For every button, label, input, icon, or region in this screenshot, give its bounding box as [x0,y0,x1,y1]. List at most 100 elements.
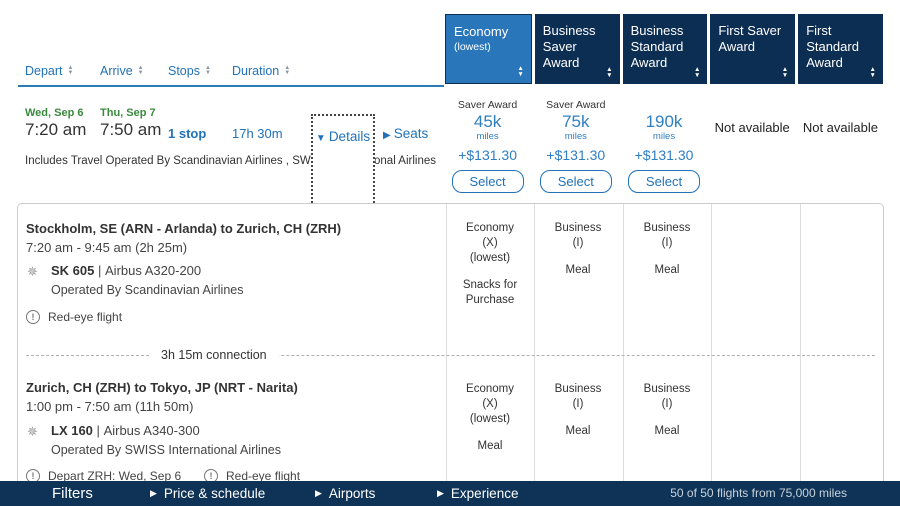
cabin-class: Business [554,222,602,234]
sort-icon[interactable]: ▲ ▼ [781,66,789,79]
cabin-amenity: Meal [654,264,680,276]
cabin-cell-business-standard: Business (I) Meal [623,382,711,439]
cabin-cell-economy: Economy (X) (lowest) Snacks for Purchase [446,221,534,308]
sort-column-label: Arrive [100,64,133,78]
cabin-class: Business [554,383,602,395]
pricing-row: Saver Award 45k miles +$131.30 Select Sa… [445,94,883,194]
warning-text: Red-eye flight [226,469,301,483]
miles-unit: miles [476,131,499,142]
filters-label[interactable]: Filters [52,485,93,502]
fare-header-label: Economy [454,24,509,39]
chevron-down-icon: ▼ [315,133,326,144]
flight-details-panel: Stockholm, SE (ARN - Arlanda) to Zurich,… [17,203,884,506]
sort-icon[interactable]: ▲ ▼ [606,66,613,79]
duration-value: 17h 30m [232,126,283,141]
sort-icon[interactable]: ▲ ▼ [517,65,524,78]
arrive-date: Thu, Sep 7 [100,107,156,119]
select-button[interactable]: Select [451,170,524,193]
fare-header-first-saver[interactable]: First Saver Award ▲ ▼ [710,14,796,84]
filter-experience[interactable]: ▶ Experience [437,481,518,506]
cabin-amenity: Snacks for Purchase [462,279,518,306]
sort-column-label: Stops [168,64,200,78]
cabin-class: Business [643,383,691,395]
price-cell-business-standard: 190k miles +$131.30 Select [621,94,706,194]
sort-column-duration[interactable]: Duration ▲ ▼ [232,64,290,78]
redeye-warning: ! Red-eye flight [204,469,300,483]
cabin-cell-business-standard: Business (I) Meal [623,221,711,278]
fees-value: +$131.30 [634,147,694,163]
sort-icon[interactable]: ▲ ▼ [137,65,144,76]
filters-bar: Filters ▶ Price & schedule ▶ Airports ▶ … [0,481,900,506]
fare-header-label: Business Saver Award [542,23,596,70]
cabin-tier: (lowest) [469,252,511,264]
cabin-code: (I) [572,398,584,410]
cabin-tier: (lowest) [469,413,511,425]
sort-icon[interactable]: ▲ ▼ [204,65,211,76]
price-cell-business-saver: Saver Award 75k miles +$131.30 Select [533,94,618,194]
miles-value: 190k [645,112,683,131]
sort-column-stops[interactable]: Stops ▲ ▼ [168,64,211,78]
sort-icon[interactable]: ▲ ▼ [284,65,291,76]
not-available-label: Not available [802,120,878,135]
stops-link[interactable]: 1 stop [168,126,207,141]
miles-unit: miles [564,131,587,142]
sort-column-arrive[interactable]: Arrive ▲ ▼ [100,64,144,78]
fare-header-sublabel: (lowest) [454,40,491,53]
miles-value: 75k [562,112,590,131]
fare-header-business-standard[interactable]: Business Standard Award ▲ ▼ [622,14,708,84]
depart-time: 7:20 am [25,120,87,139]
fare-header-label: Business Standard Award [630,23,684,70]
warning-text: Red-eye flight [48,310,123,324]
cabin-code: (I) [572,237,584,249]
filter-price-schedule[interactable]: ▶ Price & schedule [150,481,265,506]
fare-header-label: First Standard Award [806,23,859,70]
sort-icon[interactable]: ▲ ▼ [869,66,876,79]
miles-unit: miles [652,131,676,142]
fare-header-business-saver[interactable]: Business Saver Award ▲ ▼ [534,14,620,84]
cabin-code: (X) [482,398,498,410]
column-separator [446,204,447,505]
award-type-label: Saver Award [457,99,518,111]
price-cell-first-standard: Not available [798,94,883,194]
select-button[interactable]: Select [628,170,700,193]
operated-by-note: Operated By SWISS International Airlines [51,443,281,457]
select-button[interactable]: Select [539,170,612,193]
aircraft-type: Airbus A320-200 [105,263,202,278]
connection-divider [26,355,875,356]
cabin-amenity: Meal [654,425,680,437]
cabin-class: Economy [466,222,514,234]
filter-airports[interactable]: ▶ Airports [315,481,375,506]
column-separator [800,204,801,505]
fees-value: +$131.30 [546,147,606,163]
cabin-code: (X) [482,237,498,249]
sort-icon[interactable]: ▲ ▼ [67,65,74,76]
column-separator [623,204,624,505]
warning-icon: ! [26,310,40,324]
arrive-time: 7:50 am [100,120,162,139]
connection-label: 3h 15m connection [149,348,279,362]
cabin-cell-business-saver: Business (I) Meal [534,382,622,439]
price-cell-economy: Saver Award 45k miles +$131.30 Select [445,94,530,194]
cabin-class: Economy [466,383,514,395]
sort-icon[interactable]: ▲ ▼ [693,66,701,79]
sort-column-depart[interactable]: Depart ▲ ▼ [25,64,73,78]
segment-route: Zurich, CH (ZRH) to Tokyo, JP (NRT - Nar… [26,380,298,395]
filter-label: Price & schedule [163,486,266,501]
cabin-amenity: Meal [565,425,591,437]
fare-header-economy[interactable]: Economy (lowest) ▲ ▼ [445,14,532,84]
chevron-right-icon: ▶ [437,488,444,498]
warning-text: Depart ZRH: Wed, Sep 6 [48,469,182,483]
filter-label: Airports [328,486,376,501]
seats-link[interactable]: ▶ Seats [383,126,429,141]
segment-flight-info: LX 160 | Airbus A340-300 [51,423,200,438]
flight-number: LX 160 [51,423,93,438]
not-available-label: Not available [714,120,790,135]
details-toggle[interactable]: ▼ Details [315,129,371,144]
header-underline [18,85,444,87]
aircraft-type: Airbus A340-300 [103,423,200,438]
filter-label: Experience [450,486,519,501]
cabin-amenity: Meal [565,264,591,276]
fare-header-first-standard[interactable]: First Standard Award ▲ ▼ [798,14,883,84]
flight-number: SK 605 [51,263,95,278]
segment-times: 7:20 am - 9:45 am (2h 25m) [26,240,188,255]
